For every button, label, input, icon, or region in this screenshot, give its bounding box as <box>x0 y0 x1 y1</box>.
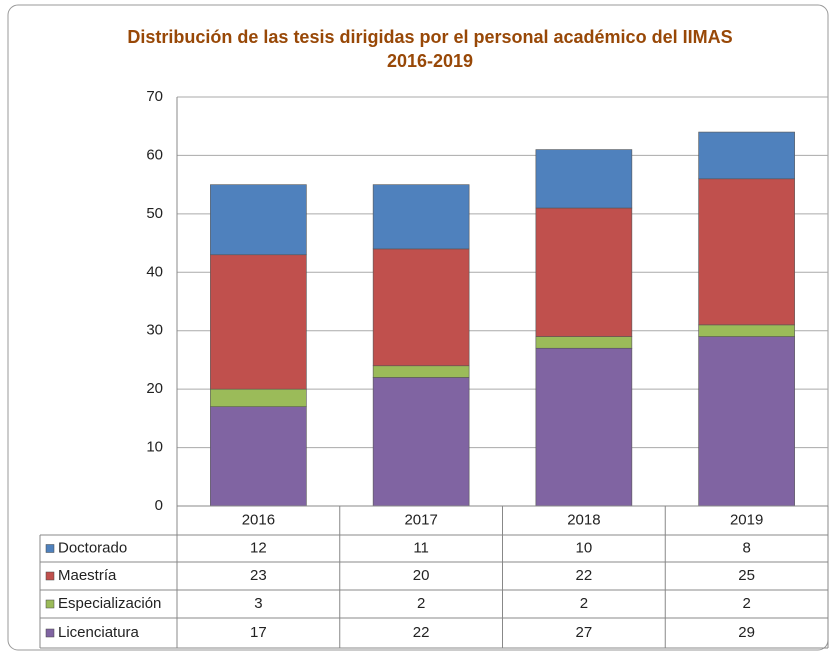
bar-segment <box>372 377 470 507</box>
legend-label: Licenciatura <box>58 624 140 641</box>
bar-segment <box>535 207 633 337</box>
legend-label: Especialización <box>58 595 161 612</box>
table-value: 11 <box>413 539 429 556</box>
y-tick-label: 70 <box>146 88 163 105</box>
table-value: 12 <box>250 539 267 556</box>
legend-swatch <box>45 599 55 609</box>
x-tick-label: 2018 <box>567 511 600 528</box>
bar-segment <box>698 336 795 507</box>
table-value: 22 <box>413 624 430 641</box>
bar-segment <box>210 184 307 256</box>
x-tick-label: 2019 <box>730 511 763 528</box>
legend-swatch <box>45 571 55 581</box>
bar-segment <box>698 131 795 180</box>
bar-segment <box>372 184 470 250</box>
bar-segment <box>372 365 470 378</box>
y-tick-label: 0 <box>155 497 163 514</box>
x-tick-label: 2016 <box>242 511 275 528</box>
bar-segment <box>535 149 633 209</box>
y-tick-label: 30 <box>146 322 163 339</box>
x-tick-label: 2017 <box>404 511 437 528</box>
table-value: 27 <box>576 624 593 641</box>
legend-label: Maestría <box>58 567 117 584</box>
y-tick-label: 40 <box>146 263 163 280</box>
bar-segment <box>210 254 307 390</box>
chart-title: 2016-2019 <box>387 51 473 71</box>
legend-swatch <box>45 544 55 553</box>
table-value: 10 <box>576 539 593 556</box>
table-value: 3 <box>254 595 262 612</box>
table-value: 29 <box>738 624 755 641</box>
table-value: 20 <box>413 567 430 584</box>
bar-segment <box>372 248 470 367</box>
table-value: 22 <box>576 567 593 584</box>
y-tick-label: 10 <box>146 439 163 456</box>
legend-swatch <box>45 628 55 638</box>
table-value: 2 <box>580 595 588 612</box>
table-value: 25 <box>738 567 755 584</box>
bar-segment <box>535 336 633 349</box>
legend-label: Doctorado <box>58 539 127 556</box>
table-value: 2 <box>417 595 425 612</box>
y-tick-label: 60 <box>146 146 163 163</box>
chart-title: Distribución de las tesis dirigidas por … <box>127 27 732 47</box>
table-value: 17 <box>250 624 267 641</box>
bar-segment <box>698 324 795 337</box>
y-tick-label: 50 <box>146 205 163 222</box>
bar-segment <box>535 347 633 507</box>
table-value: 23 <box>250 567 267 584</box>
bar-segment <box>698 178 795 326</box>
bar-segment <box>210 388 307 407</box>
table-value: 2 <box>742 595 750 612</box>
bar-segment <box>210 406 307 507</box>
table-value: 8 <box>742 539 750 556</box>
y-tick-label: 20 <box>146 380 163 397</box>
